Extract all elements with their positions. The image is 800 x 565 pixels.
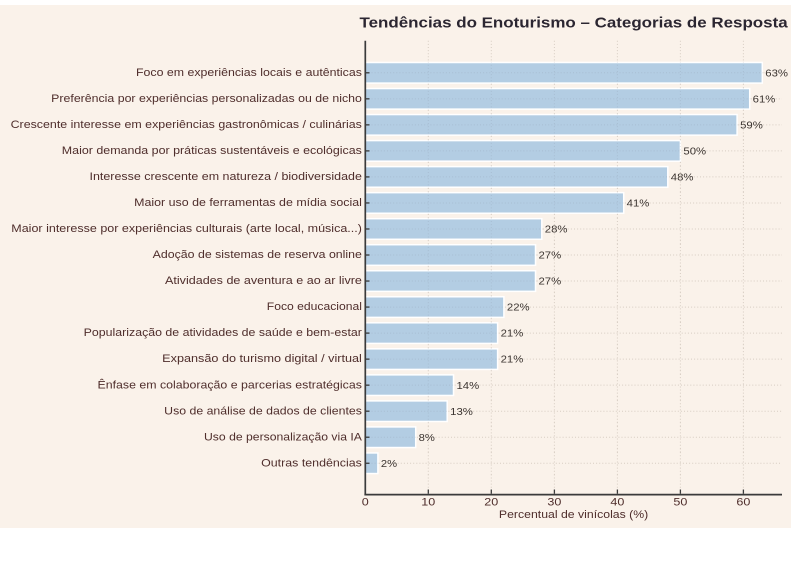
svg-text:40: 40 [610,496,624,508]
svg-text:50: 50 [673,496,687,508]
svg-text:27%: 27% [539,277,562,288]
svg-text:Adoção de sistemas de reserva: Adoção de sistemas de reserva online [153,249,362,261]
svg-text:Maior uso de ferramentas de mí: Maior uso de ferramentas de mídia social [134,197,362,209]
svg-text:48%: 48% [671,173,694,184]
svg-text:Tendências do Enoturismo – Cat: Tendências do Enoturismo – Categorias de… [360,16,789,32]
svg-text:59%: 59% [740,120,763,131]
svg-text:Foco em experiências locais e: Foco em experiências locais e autênticas [136,67,362,79]
svg-text:Ênfase em colaboração e parcer: Ênfase em colaboração e parcerias estrat… [98,378,363,391]
svg-text:21%: 21% [501,355,524,366]
svg-text:8%: 8% [419,433,435,444]
svg-text:Expansão do turismo digital /: Expansão do turismo digital / virtual [162,353,362,365]
svg-text:41%: 41% [627,199,650,210]
svg-text:28%: 28% [545,225,568,236]
svg-text:Preferência por experiências p: Preferência por experiências personaliza… [51,93,362,105]
svg-text:Foco educacional: Foco educacional [267,301,362,313]
svg-text:Maior interesse por experiênci: Maior interesse por experiências cultura… [11,223,362,235]
svg-text:Percentual de vinícolas (%): Percentual de vinícolas (%) [499,509,648,521]
svg-text:14%: 14% [457,381,480,392]
svg-text:Popularização de atividades de: Popularização de atividades de saúde e b… [84,327,363,339]
svg-text:27%: 27% [539,251,562,262]
svg-text:63%: 63% [765,68,788,79]
svg-text:Uso de análise de dados de cli: Uso de análise de dados de clientes [164,405,362,417]
svg-text:Crescente interesse em experiê: Crescente interesse em experiências gast… [11,119,363,131]
svg-text:2%: 2% [381,459,397,470]
svg-text:Interesse crescente em naturez: Interesse crescente em natureza / biodiv… [90,171,362,183]
svg-text:10: 10 [421,496,435,508]
svg-text:Uso de personalização via IA: Uso de personalização via IA [204,431,363,443]
svg-text:50%: 50% [683,146,706,157]
svg-text:0: 0 [362,496,369,508]
svg-text:Maior demanda por práticas sus: Maior demanda por práticas sustentáveis … [62,145,363,157]
svg-text:Outras tendências: Outras tendências [261,457,362,469]
svg-text:Atividades de aventura e ao ar: Atividades de aventura e ao ar livre [165,275,362,287]
svg-text:20: 20 [484,496,498,508]
svg-text:30: 30 [547,496,561,508]
svg-text:21%: 21% [501,329,524,340]
svg-text:60: 60 [736,496,750,508]
svg-text:61%: 61% [753,94,776,105]
svg-text:22%: 22% [507,303,530,314]
svg-text:13%: 13% [450,407,473,418]
